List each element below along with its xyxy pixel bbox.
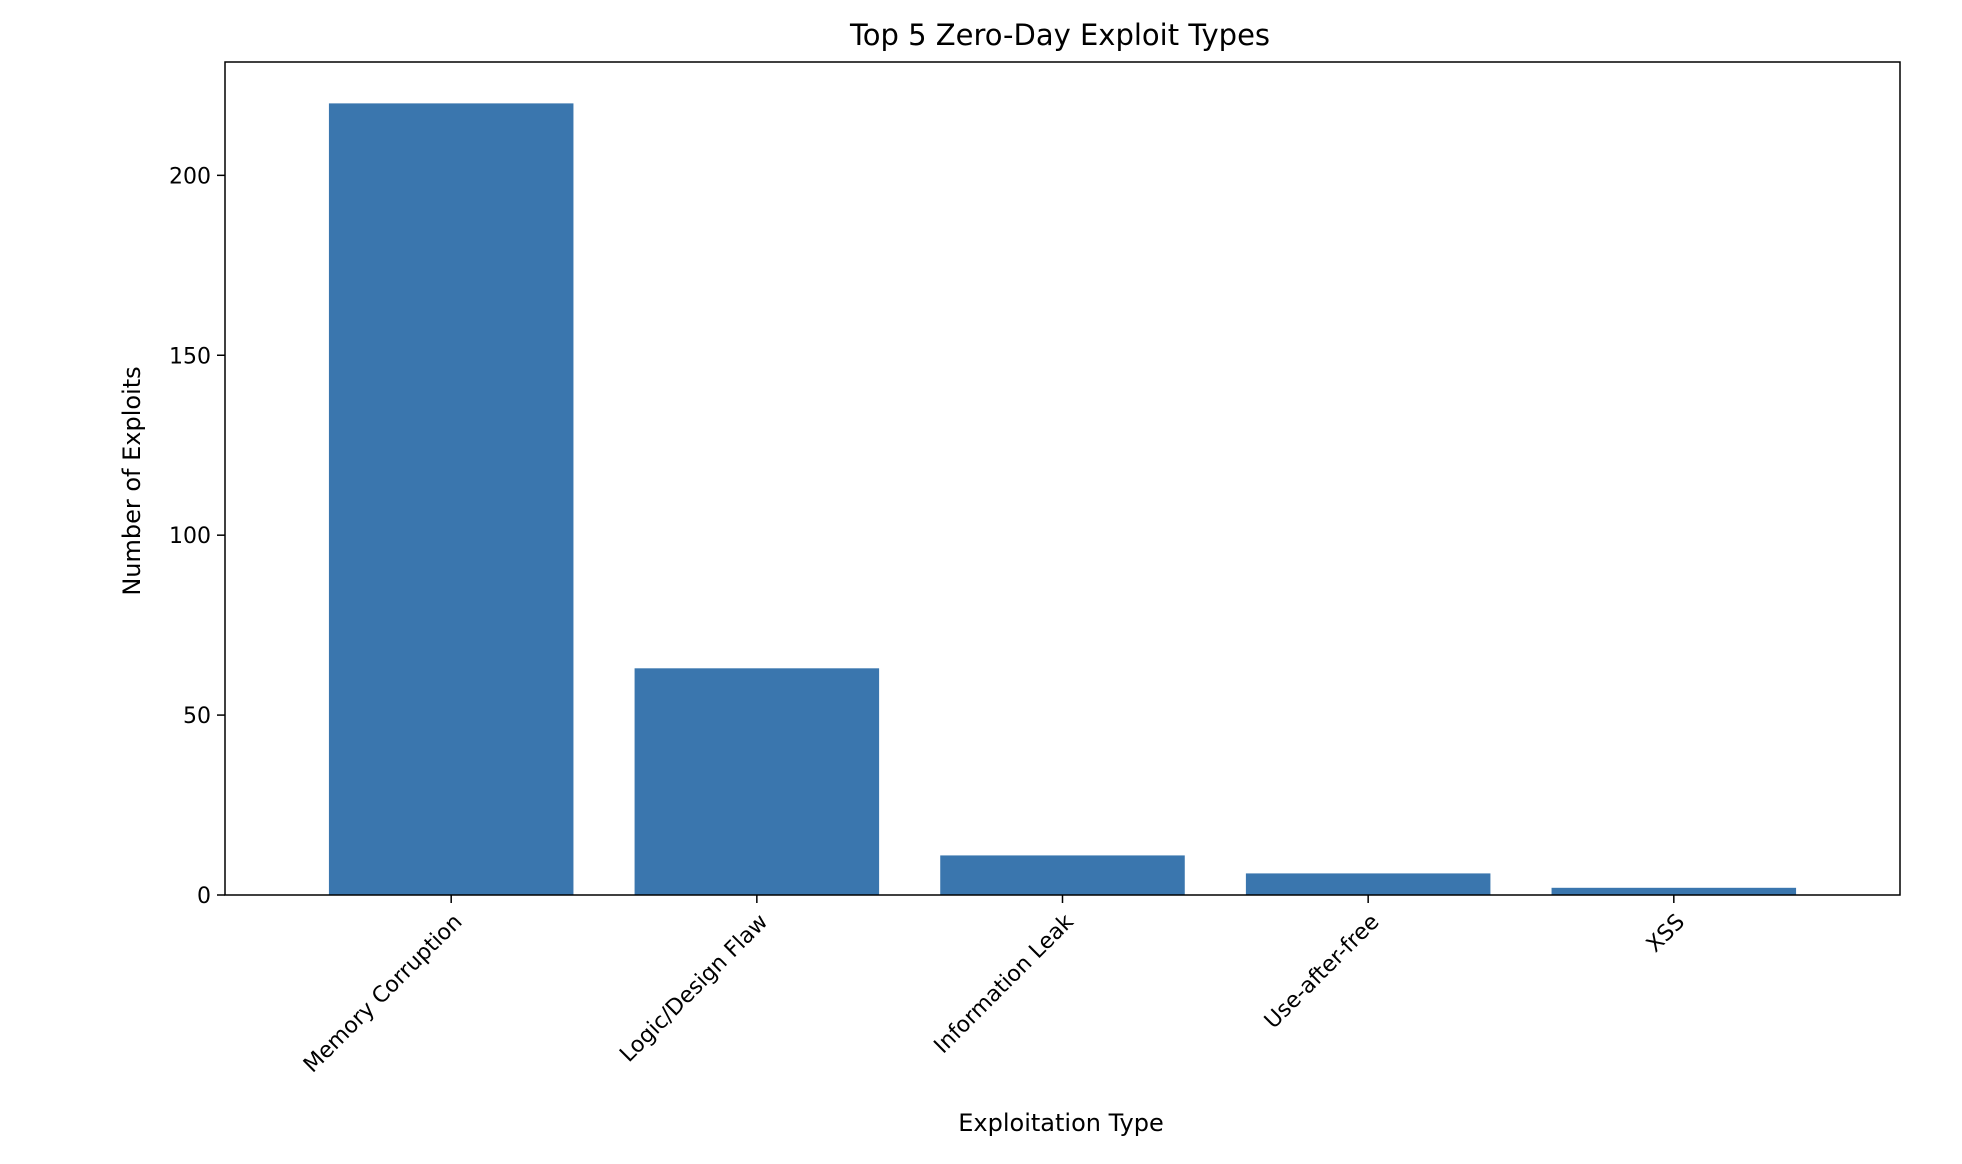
bar-use-after-free [1245,873,1491,895]
bar-memory-corruption [328,103,574,895]
y-tick-label-0: 0 [197,884,211,909]
x-tick-label-use-after-free: Use-after-free [1260,910,1384,1034]
bar-information-leak [940,855,1185,895]
y-axis-label: Number of Exploits [118,366,146,595]
y-tick-label-100: 100 [169,524,211,549]
x-tick-label-information-leak: Information Leak [930,909,1079,1058]
x-axis-label: Exploitation Type [958,1109,1163,1137]
x-tick-label-logic-design-flaw: Logic/Design Flaw [615,910,773,1068]
bar-xss [1551,887,1797,895]
x-tick-label-memory-corruption: Memory Corruption [299,910,467,1078]
plot-area: 0 50 100 150 200 Memory Corruption Logic/Desig… [169,61,1901,1078]
y-tick-label-50: 50 [183,704,211,729]
y-tick-label-200: 200 [169,164,211,189]
bar-logic-design-flaw [634,668,880,895]
x-tick-label-xss: XSS [1642,910,1690,958]
y-tick-label-150: 150 [169,344,211,369]
chart-title: Top 5 Zero-Day Exploit Types [849,18,1270,52]
